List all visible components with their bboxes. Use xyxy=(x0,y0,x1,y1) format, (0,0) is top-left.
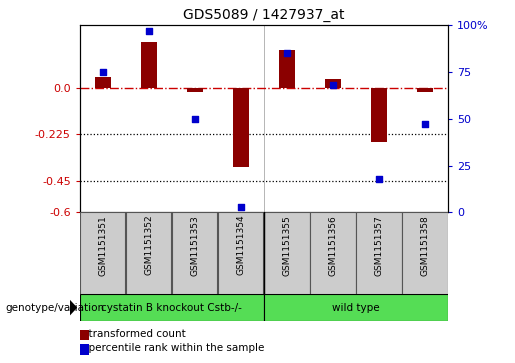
Bar xyxy=(233,88,249,167)
Text: cystatin B knockout Cstb-/-: cystatin B knockout Cstb-/- xyxy=(101,303,243,313)
Point xyxy=(191,116,199,122)
Text: GSM1151351: GSM1151351 xyxy=(98,215,107,276)
Text: GSM1151353: GSM1151353 xyxy=(191,215,199,276)
Bar xyxy=(311,212,355,294)
Bar xyxy=(80,212,125,294)
Bar xyxy=(403,212,448,294)
Bar xyxy=(95,77,111,88)
Text: wild type: wild type xyxy=(332,303,380,313)
Bar xyxy=(279,50,295,88)
Text: genotype/variation: genotype/variation xyxy=(5,303,104,313)
Text: GSM1151357: GSM1151357 xyxy=(374,215,384,276)
Point xyxy=(283,50,291,56)
Bar xyxy=(187,88,203,92)
Point xyxy=(421,122,429,127)
Point xyxy=(375,176,383,182)
Bar xyxy=(371,88,387,142)
Bar xyxy=(356,212,402,294)
Polygon shape xyxy=(70,299,77,316)
Text: GSM1151355: GSM1151355 xyxy=(282,215,291,276)
Bar xyxy=(80,294,264,321)
Bar xyxy=(325,79,341,88)
Text: GSM1151356: GSM1151356 xyxy=(329,215,337,276)
Text: GSM1151354: GSM1151354 xyxy=(236,215,246,276)
Bar xyxy=(264,212,310,294)
Bar xyxy=(417,88,433,92)
Text: transformed count: transformed count xyxy=(82,329,186,339)
Point xyxy=(145,28,153,34)
Text: GSM1151358: GSM1151358 xyxy=(421,215,430,276)
Bar xyxy=(141,42,157,88)
Bar xyxy=(218,212,264,294)
Point xyxy=(237,204,245,210)
Bar xyxy=(126,212,171,294)
Bar xyxy=(173,212,217,294)
Point xyxy=(329,82,337,88)
Text: percentile rank within the sample: percentile rank within the sample xyxy=(82,343,265,354)
Point xyxy=(99,69,107,75)
Title: GDS5089 / 1427937_at: GDS5089 / 1427937_at xyxy=(183,8,345,22)
Bar xyxy=(264,294,448,321)
Text: GSM1151352: GSM1151352 xyxy=(144,215,153,276)
